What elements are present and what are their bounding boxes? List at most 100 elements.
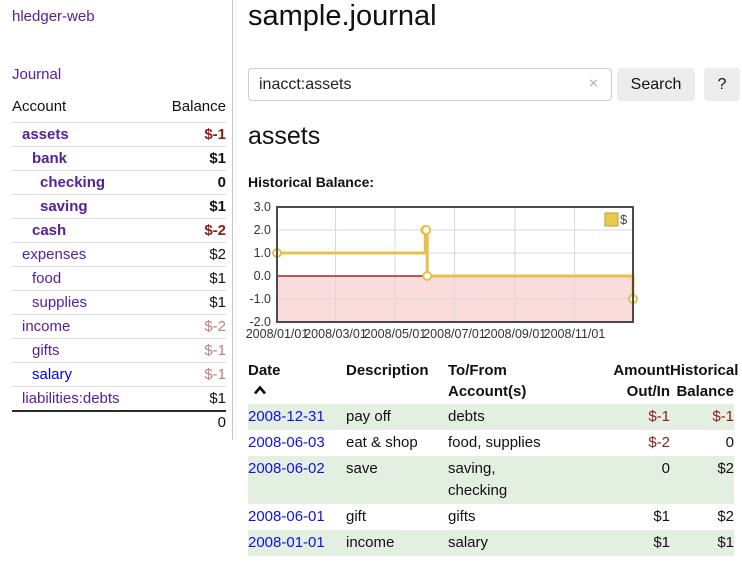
page-title: sample.journal — [248, 0, 437, 32]
account-link-saving[interactable]: saving — [40, 198, 88, 215]
account-row-gifts: gifts $-1 — [12, 338, 226, 363]
transaction-amount: $-1 — [648, 408, 670, 425]
account-balance: $1 — [209, 198, 226, 215]
account-row-income: income $-2 — [12, 314, 226, 339]
account-balance: $1 — [209, 389, 226, 407]
account-link-cash[interactable]: cash — [32, 222, 67, 239]
transaction-balance: $1 — [717, 534, 734, 551]
register-row: 2008-06-02 save saving, checking 0 $2 — [248, 456, 734, 504]
transaction-description: save — [346, 460, 378, 477]
account-row-liabilities-debts: liabilities:debts $1 — [12, 386, 226, 411]
balance-chart-svg: 3.0 2.0 1.0 0.0 -1.0 -2.02008/01/012008/03/01… — [246, 200, 638, 341]
transaction-description: income — [346, 534, 395, 551]
account-link-income[interactable]: income — [22, 318, 71, 335]
account-balance: $1 — [209, 270, 226, 287]
account-link-supplies[interactable]: supplies — [32, 294, 88, 311]
transaction-accounts: debts — [448, 408, 485, 425]
account-link-bank[interactable]: bank — [32, 150, 68, 167]
account-row-food: food $1 — [12, 266, 226, 291]
transaction-balance: $-1 — [712, 408, 734, 425]
account-balance: $1 — [209, 150, 226, 167]
svg-text:2008/07/01: 2008/07/01 — [423, 327, 486, 341]
account-row-assets: assets $-1 — [12, 122, 226, 147]
search-input[interactable] — [248, 68, 612, 101]
account-row-bank: bank $1 — [12, 146, 226, 171]
transaction-date-link[interactable]: 2008-01-01 — [248, 534, 325, 551]
transaction-balance: $2 — [717, 460, 734, 477]
transaction-description: gift — [346, 508, 367, 525]
svg-text:-1.0: -1.0 — [249, 292, 271, 306]
register-row: 2008-06-03 eat & shop food, supplies $-2… — [248, 430, 734, 456]
search-form: × Search ? — [248, 68, 742, 101]
account-row-salary: salary $-1 — [12, 362, 226, 387]
svg-text:2008/03/01: 2008/03/01 — [304, 327, 367, 341]
account-link-food[interactable]: food — [32, 270, 62, 287]
transaction-date-link[interactable]: 2008-06-03 — [248, 434, 325, 451]
transaction-amount: $1 — [653, 534, 670, 551]
transaction-date-link[interactable]: 2008-06-02 — [248, 460, 325, 477]
transaction-amount: $-2 — [648, 434, 670, 451]
transaction-description: eat & shop — [346, 434, 418, 451]
svg-text:$: $ — [620, 212, 628, 227]
account-balance: $-2 — [204, 222, 226, 239]
account-link-assets[interactable]: assets — [22, 126, 69, 143]
register-header-balance: Historical Balance — [670, 362, 739, 400]
svg-text:-2.0: -2.0 — [249, 315, 271, 329]
account-balance: $1 — [209, 294, 226, 311]
register-row: 2008-06-01 gift gifts $1 $2 — [248, 504, 734, 530]
account-link-salary[interactable]: salary — [32, 366, 73, 383]
sidebar-item-journal[interactable]: Journal — [12, 66, 62, 83]
account-row-cash: cash $-2 — [12, 218, 226, 243]
account-row-checking: checking 0 — [12, 170, 226, 195]
transaction-balance: $2 — [717, 508, 734, 525]
clear-search-icon[interactable]: × — [589, 75, 598, 92]
account-balance: $2 — [209, 246, 226, 263]
accounts-header-row: Account Balance — [12, 98, 226, 123]
balance-chart: 3.0 2.0 1.0 0.0 -1.0 -2.0 2008/01/01 2008/03/01… — [246, 200, 668, 344]
transaction-amount: 0 — [661, 460, 670, 477]
register-header-accounts: To/From Account(s) — [448, 362, 527, 400]
account-row-expenses: expenses $2 — [12, 242, 226, 267]
account-row-supplies: supplies $1 — [12, 290, 226, 315]
register-header-description: Description — [346, 362, 429, 379]
accounts-table: Account Balance assets $-1 bank $1 check… — [12, 98, 226, 433]
svg-text:2008/01/01: 2008/01/01 — [246, 327, 309, 341]
accounts-header-account: Account — [12, 98, 67, 115]
app-brand-link[interactable]: hledger-web — [12, 8, 95, 25]
transaction-accounts: food, supplies — [448, 434, 541, 451]
transaction-balance: 0 — [725, 434, 734, 451]
search-button[interactable]: Search — [617, 68, 695, 101]
account-link-liabilities-debts[interactable]: liabilities:debts — [22, 389, 120, 407]
register-row: 2008-12-31 pay off debts $-1 $-1 — [248, 404, 734, 430]
account-balance: $-2 — [204, 318, 226, 335]
account-link-checking[interactable]: checking — [40, 174, 106, 191]
svg-text:0.0: 0.0 — [254, 269, 271, 283]
svg-text:3.0: 3.0 — [254, 200, 271, 214]
help-button[interactable]: ? — [704, 68, 740, 101]
transaction-amount: $1 — [653, 508, 670, 525]
sidebar: hledger-web Journal Account Balance asse… — [0, 0, 233, 440]
transaction-description: pay off — [346, 408, 391, 425]
account-balance: $-1 — [204, 126, 226, 143]
register-header-date[interactable]: Date — [248, 358, 346, 404]
account-row-saving: saving $1 — [12, 194, 226, 219]
account-link-expenses[interactable]: expenses — [22, 246, 87, 263]
register-header-row: Date Description To/From Account(s) Amou… — [248, 358, 739, 404]
transaction-date-link[interactable]: 2008-06-01 — [248, 508, 325, 525]
main-content: sample.journal × Search ? assets Histori… — [246, 0, 742, 582]
register-row: 2008-01-01 income salary $1 $1 — [248, 530, 734, 556]
transaction-date-link[interactable]: 2008-12-31 — [248, 408, 325, 425]
account-balance: $-1 — [204, 366, 226, 383]
transaction-accounts: gifts — [448, 508, 476, 525]
register-header-date-label: Date — [248, 362, 281, 379]
transaction-accounts: salary — [448, 534, 489, 551]
accounts-total-row: 0 — [12, 410, 226, 433]
register-header-amount: Amount Out/In — [613, 362, 670, 400]
svg-text:2008/11/01: 2008/11/01 — [544, 327, 606, 341]
svg-text:2.0: 2.0 — [254, 223, 271, 237]
svg-text:1.0: 1.0 — [254, 246, 271, 260]
account-link-gifts[interactable]: gifts — [32, 342, 60, 359]
account-balance: 0 — [217, 174, 226, 191]
account-balance: $-1 — [204, 342, 226, 359]
svg-text:2008/09/01: 2008/09/01 — [484, 327, 547, 341]
